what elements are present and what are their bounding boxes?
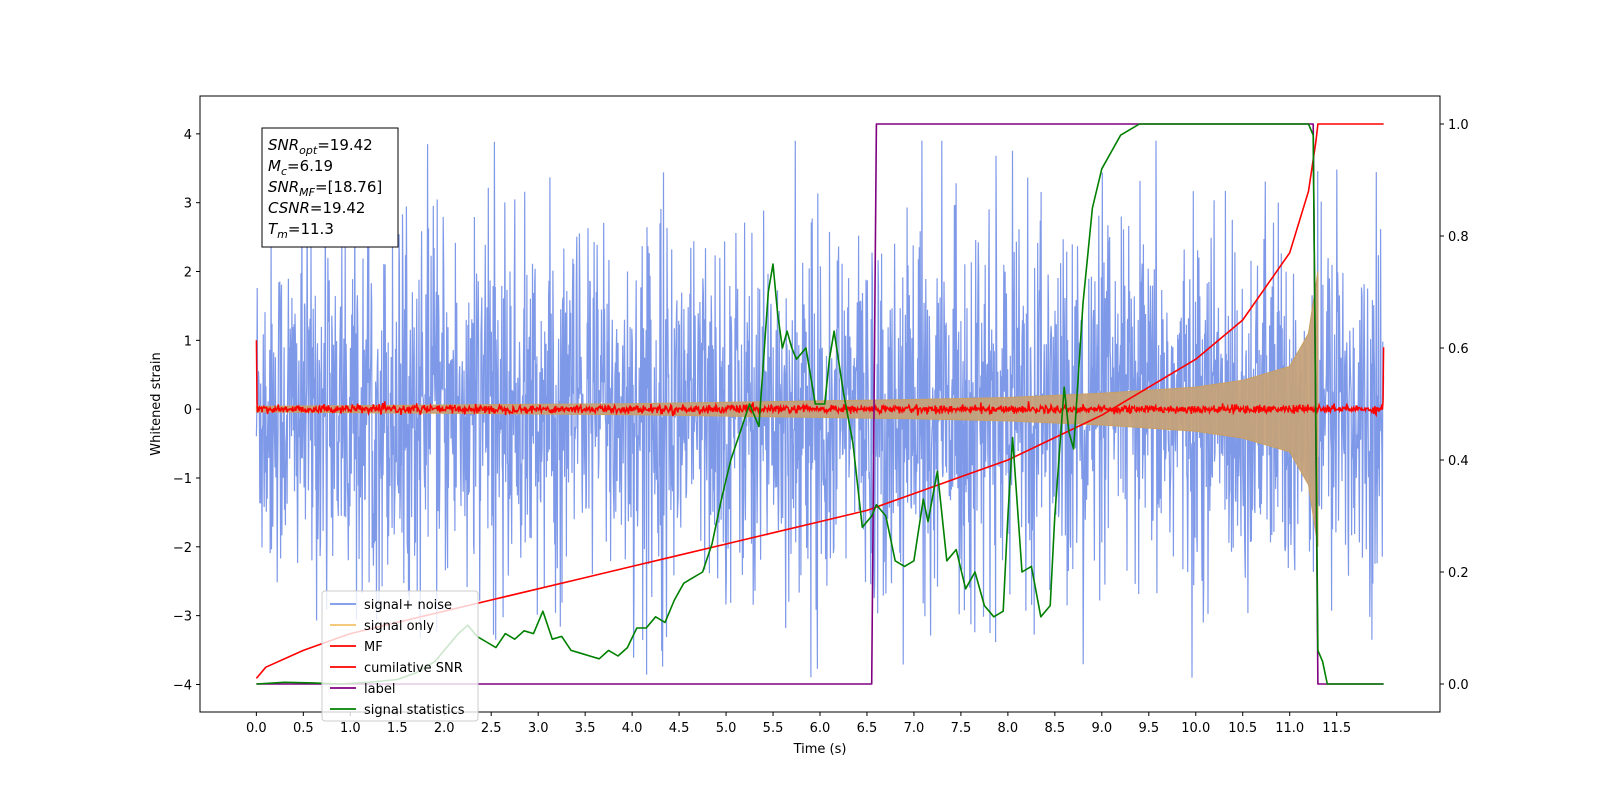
annotation-symbol: CSNR: [268, 199, 310, 217]
y-axis-right: 0.0 0.2 0.4 0.6 0.8 1.0: [1440, 118, 1469, 693]
legend: signal+ noise signal only MF cumilative SNR…: [321, 590, 479, 722]
x-tick-label: 0.0: [246, 721, 267, 736]
x-tick-label: 10.5: [1228, 721, 1257, 736]
y-axis-left: −4 −3 −2 −1 0 1 2 3 4: [173, 128, 200, 693]
annotation-symbol: M: [268, 157, 281, 175]
legend-label-mf: MF: [364, 640, 383, 655]
x-tick-label: 6.5: [857, 721, 878, 736]
y-axis-label: Whitened strain: [149, 352, 164, 455]
y-tick-label: 0: [184, 403, 192, 418]
x-tick-label: 4.5: [669, 721, 690, 736]
annotation-subscript: MF: [299, 186, 315, 199]
x-tick-label: 2.5: [481, 721, 502, 736]
x-tick-label: 4.0: [622, 721, 643, 736]
x-tick-label: 6.0: [810, 721, 831, 736]
y-tick-label: −2: [173, 541, 192, 556]
y-tick-label: 2: [184, 266, 192, 281]
legend-label-signal-only: signal only: [364, 619, 434, 634]
x-tick-label: 9.0: [1091, 721, 1112, 736]
x-tick-label: 8.0: [998, 721, 1019, 736]
x-tick-label: 1.5: [387, 721, 408, 736]
x-tick-label: 1.0: [340, 721, 361, 736]
x-axis: 0.0 0.5 1.0 1.5 2.0 2.5 3.0 3.5 4.0 4.5 5.0 5.5 6.0 6…: [246, 712, 1351, 736]
x-tick-label: 8.5: [1045, 721, 1066, 736]
annotation-line: Tm=11.3: [268, 220, 334, 241]
annotation-line: Mc=6.19: [268, 157, 333, 178]
annotation-value: =6.19: [287, 157, 333, 175]
legend-label-signal-noise: signal+ noise: [364, 598, 452, 613]
x-tick-label: 11.0: [1275, 721, 1304, 736]
series-signal-statistics: [256, 123, 1384, 685]
legend-label-cumilative-snr: cumilative SNR: [364, 661, 463, 676]
annotation-value: =11.3: [288, 220, 334, 238]
x-tick-label: 2.0: [434, 721, 455, 736]
y-tick-label: −4: [173, 678, 192, 693]
legend-label-label: label: [364, 682, 395, 697]
y-tick-label: −1: [173, 472, 192, 487]
x-tick-label: 11.5: [1322, 721, 1351, 736]
y2-tick-label: 1.0: [1448, 118, 1469, 133]
annotation-symbol: SNR: [268, 136, 299, 154]
y2-tick-label: 0.2: [1448, 566, 1469, 581]
y-tick-label: 4: [184, 128, 192, 143]
x-tick-label: 5.0: [716, 721, 737, 736]
x-tick-label: 10.0: [1181, 721, 1210, 736]
annotation-line: SNRopt=19.42: [268, 136, 373, 157]
annotation-symbol: SNR: [268, 178, 299, 196]
x-tick-label: 7.0: [904, 721, 925, 736]
x-tick-label: 3.5: [575, 721, 596, 736]
y2-tick-label: 0.8: [1448, 230, 1469, 245]
x-tick-label: 0.5: [293, 721, 314, 736]
annotation-value: =19.42: [310, 199, 366, 217]
y-tick-label: 3: [184, 197, 192, 212]
y2-tick-label: 0.6: [1448, 342, 1469, 357]
series-signal-only: [255, 271, 1319, 547]
legend-label-signal-statistics: signal statistics: [364, 703, 465, 718]
annotation-subscript: opt: [299, 144, 318, 157]
x-tick-label: 5.5: [763, 721, 784, 736]
x-axis-label: Time (s): [793, 742, 847, 757]
x-tick-label: 7.5: [951, 721, 972, 736]
x-tick-label: 3.0: [528, 721, 549, 736]
annotation-line: CSNR=19.42: [268, 199, 365, 217]
y2-tick-label: 0.0: [1448, 678, 1469, 693]
legend-frame: [321, 590, 479, 722]
x-tick-label: 9.5: [1138, 721, 1159, 736]
annotation-frame: [261, 127, 399, 248]
y-tick-label: −3: [173, 610, 192, 625]
annotation-symbol: T: [268, 220, 279, 238]
annotation-value: =[18.76]: [315, 178, 382, 196]
annotation-line: SNRMF=[18.76]: [268, 178, 382, 199]
annotation-value: =19.42: [317, 136, 373, 154]
series-mf: [255, 340, 1385, 418]
y-tick-label: 1: [184, 334, 192, 349]
y2-tick-label: 0.4: [1448, 454, 1469, 469]
annotation-box: SNRopt=19.42Mc=6.19SNRMF=[18.76]CSNR=19.…: [261, 127, 399, 248]
annotation-subscript: c: [281, 165, 287, 178]
annotation-subscript: m: [277, 228, 288, 241]
